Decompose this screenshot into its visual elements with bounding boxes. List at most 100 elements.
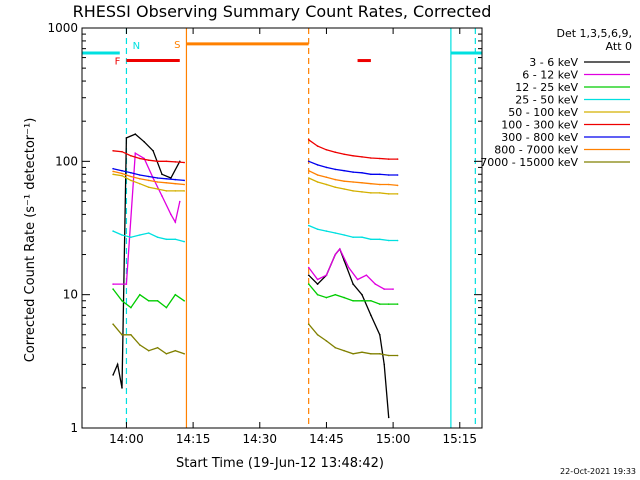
- annotation-layer: N F S: [82, 28, 482, 428]
- series-point-7-7: [174, 182, 177, 185]
- series-point-5-5: [156, 160, 159, 163]
- series-line-6-seg-1: [308, 160, 398, 176]
- series-point-5-10: [396, 158, 399, 160]
- series-point-5-6: [361, 156, 363, 158]
- series-point-1-7: [174, 221, 177, 223]
- axis-ticks: 14:00 14:15 14:30 14:45 15:00 15:15 1 10 100 1000: [47, 21, 482, 446]
- series-point-0-5: [143, 141, 145, 143]
- series-point-3-0: [112, 230, 114, 232]
- series-point-1-10: [392, 288, 394, 290]
- series-point-4-7: [174, 190, 177, 192]
- series-point-7-8: [183, 183, 185, 186]
- series-point-6-1: [121, 169, 123, 172]
- series-point-1-9: [383, 288, 386, 290]
- y-tick-label-3: 1000: [47, 21, 78, 35]
- series-point-8-8: [379, 353, 381, 355]
- series-point-8-4: [147, 349, 150, 352]
- x-tick-label-1: 14:15: [176, 432, 211, 446]
- chart-title: RHESSI Observing Summary Count Rates, Co…: [73, 2, 492, 21]
- y-tick-label-2: 100: [55, 154, 78, 168]
- series-point-3-1: [316, 228, 319, 230]
- series-point-1-6: [170, 213, 172, 216]
- series-point-3-10: [396, 239, 399, 242]
- series-line-3-seg-1: [308, 224, 398, 242]
- series-point-3-7: [370, 238, 372, 241]
- series-point-3-4: [147, 232, 150, 234]
- series-point-5-4: [343, 153, 346, 156]
- series-point-2-6: [165, 306, 168, 309]
- series-point-4-1: [316, 181, 319, 183]
- series-point-8-1: [316, 334, 319, 336]
- legend-header-line-1: Det 1,3,5,6,9,: [556, 27, 632, 40]
- series-point-3-0: [307, 224, 310, 227]
- series-point-0-8: [170, 177, 172, 179]
- series-point-6-8: [379, 173, 381, 176]
- legend-label-5: 100 - 300 keV: [501, 119, 578, 132]
- series-point-3-3: [139, 234, 141, 236]
- series-point-6-0: [112, 167, 114, 170]
- series-point-7-0: [307, 169, 310, 172]
- series-point-0-7: [161, 173, 163, 176]
- series-point-6-7: [174, 178, 177, 181]
- series-point-2-10: [396, 303, 399, 305]
- series-point-7-1: [121, 172, 123, 175]
- series-point-8-6: [361, 351, 363, 354]
- x-tick-label-2: 14:30: [242, 432, 277, 446]
- series-point-5-8: [183, 161, 185, 164]
- series-point-3-8: [379, 238, 381, 241]
- series-point-7-2: [130, 175, 132, 178]
- series-point-3-7: [174, 238, 177, 241]
- series-point-5-7: [174, 161, 177, 163]
- series-point-6-5: [352, 171, 354, 173]
- series-point-0-11: [387, 416, 390, 419]
- series-point-2-6: [361, 300, 363, 302]
- legend-label-4: 50 - 100 keV: [508, 106, 578, 119]
- series-point-2-1: [121, 300, 123, 302]
- series-point-2-7: [370, 300, 372, 302]
- series-point-1-4: [339, 248, 341, 250]
- series-point-3-1: [121, 234, 123, 236]
- series-point-6-8: [183, 179, 185, 182]
- series-point-6-7: [370, 173, 372, 176]
- series-point-5-4: [147, 159, 150, 161]
- series-point-1-5: [161, 195, 163, 197]
- legend-label-1: 6 - 12 keV: [522, 69, 578, 82]
- series-point-7-0: [112, 170, 114, 173]
- series-point-6-4: [147, 175, 150, 178]
- series-point-8-2: [325, 340, 328, 342]
- series-point-6-0: [307, 160, 310, 163]
- series-line-1-seg-0: [113, 152, 181, 285]
- series-point-7-4: [343, 180, 346, 182]
- series-point-7-9: [387, 183, 390, 186]
- series-point-7-6: [165, 182, 168, 184]
- series-point-1-1: [316, 278, 319, 281]
- series-point-5-1: [121, 150, 123, 153]
- series-point-0-6: [352, 283, 354, 285]
- series-point-2-5: [156, 300, 159, 302]
- series-point-3-5: [156, 236, 159, 238]
- series-point-4-4: [147, 186, 150, 188]
- series-point-6-4: [343, 169, 346, 172]
- series-point-5-3: [334, 151, 337, 153]
- series-point-6-2: [325, 166, 328, 169]
- legend-label-3: 25 - 50 keV: [515, 94, 578, 107]
- series-point-7-6: [361, 182, 363, 184]
- series-point-0-6: [152, 150, 154, 152]
- series-point-6-2: [130, 172, 132, 174]
- series-point-7-4: [147, 179, 150, 182]
- series-point-4-3: [334, 186, 337, 188]
- series-point-8-10: [396, 354, 399, 357]
- series-point-1-3: [334, 253, 337, 256]
- series-point-4-2: [325, 183, 328, 186]
- series-point-5-7: [370, 157, 372, 159]
- series-point-3-8: [183, 240, 185, 243]
- legend-label-2: 12 - 25 keV: [515, 81, 578, 94]
- series-point-1-2: [134, 152, 137, 154]
- series-point-4-6: [361, 191, 363, 193]
- mode-bar-label-6: F: [115, 57, 121, 68]
- series-point-5-2: [325, 149, 328, 151]
- series-point-4-1: [121, 174, 123, 177]
- series-point-0-4: [134, 133, 137, 135]
- x-tick-label-0: 14:00: [109, 432, 144, 446]
